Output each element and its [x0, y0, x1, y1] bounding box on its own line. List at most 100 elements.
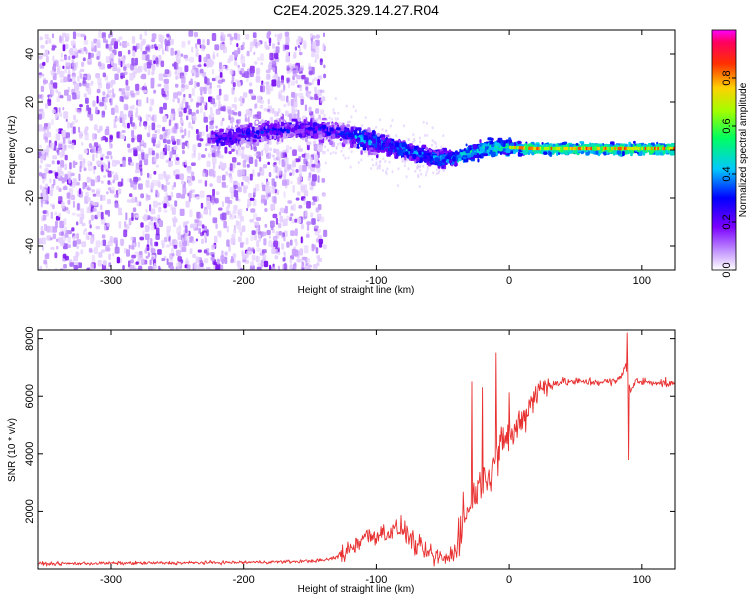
noise-speckle	[286, 67, 291, 71]
noise-speckle	[322, 43, 325, 51]
noise-speckle	[107, 187, 112, 191]
noise-speckle	[88, 187, 92, 191]
noise-speckle	[85, 191, 89, 198]
noise-speckle	[61, 130, 66, 137]
noise-speckle	[307, 177, 312, 182]
noise-speckle	[391, 170, 394, 174]
noise-speckle	[250, 208, 256, 213]
noise-speckle	[323, 32, 325, 38]
noise-speckle	[173, 182, 176, 188]
figure-title: C2E4.2025.329.14.27.R04	[273, 2, 439, 18]
noise-speckle	[256, 217, 261, 221]
noise-speckle	[89, 113, 93, 121]
noise-speckle	[65, 207, 69, 211]
signal-speckle	[401, 157, 405, 162]
noise-speckle	[140, 193, 144, 199]
noise-speckle	[179, 173, 184, 180]
noise-speckle	[38, 72, 43, 76]
noise-speckle	[91, 189, 95, 193]
noise-speckle	[299, 84, 303, 92]
noise-speckle	[311, 52, 316, 58]
noise-speckle	[49, 237, 53, 241]
noise-speckle	[216, 258, 220, 265]
noise-speckle	[226, 239, 230, 247]
noise-speckle	[71, 62, 75, 67]
noise-speckle	[349, 165, 352, 169]
noise-speckle	[66, 94, 72, 102]
noise-speckle	[137, 134, 142, 143]
noise-speckle	[173, 145, 178, 150]
noise-speckle	[277, 108, 281, 114]
noise-speckle	[419, 164, 422, 168]
noise-speckle	[149, 106, 153, 112]
noise-speckle	[149, 45, 154, 49]
noise-speckle	[298, 205, 303, 209]
noise-speckle	[256, 266, 262, 270]
noise-speckle	[265, 192, 269, 200]
noise-speckle	[130, 64, 135, 71]
noise-speckle	[285, 179, 290, 186]
noise-speckle	[272, 107, 275, 114]
noise-speckle	[260, 53, 264, 61]
noise-speckle	[69, 162, 72, 170]
noise-speckle	[51, 160, 55, 165]
noise-speckle	[315, 207, 320, 213]
noise-speckle	[206, 133, 209, 138]
noise-speckle	[112, 63, 117, 72]
noise-speckle	[168, 163, 172, 168]
noise-speckle	[200, 202, 204, 209]
noise-speckle	[290, 205, 294, 211]
noise-speckle	[104, 210, 109, 215]
noise-speckle	[103, 224, 107, 231]
noise-speckle	[200, 106, 203, 114]
noise-speckle	[232, 157, 237, 163]
noise-speckle	[244, 176, 250, 182]
noise-speckle	[199, 213, 202, 219]
noise-speckle	[197, 64, 202, 68]
noise-speckle	[196, 82, 200, 87]
noise-speckle	[312, 174, 317, 182]
noise-speckle	[102, 260, 107, 266]
noise-speckle	[197, 38, 201, 45]
noise-speckle	[315, 238, 319, 243]
noise-speckle	[360, 158, 363, 162]
noise-speckle	[131, 114, 134, 122]
noise-speckle	[107, 170, 112, 178]
noise-speckle	[78, 82, 82, 87]
noise-speckle	[317, 79, 320, 86]
noise-speckle	[273, 74, 278, 81]
noise-speckle	[209, 207, 212, 216]
noise-speckle	[81, 241, 87, 248]
noise-speckle	[87, 235, 90, 241]
noise-speckle	[157, 44, 161, 51]
noise-speckle	[213, 170, 216, 178]
signal-speckle	[220, 141, 226, 146]
noise-speckle	[158, 54, 162, 62]
noise-speckle	[41, 73, 45, 77]
noise-speckle	[425, 173, 428, 177]
noise-speckle	[309, 186, 314, 191]
noise-speckle	[45, 253, 50, 257]
noise-speckle	[327, 148, 329, 152]
noise-speckle	[313, 197, 318, 203]
noise-speckle	[186, 264, 191, 270]
noise-speckle	[242, 160, 247, 168]
noise-speckle	[150, 208, 156, 215]
noise-speckle	[308, 82, 312, 86]
noise-speckle	[212, 188, 215, 197]
noise-speckle	[189, 56, 194, 63]
noise-speckle	[164, 38, 167, 46]
noise-speckle	[283, 103, 287, 108]
noise-speckle	[241, 252, 246, 260]
noise-speckle	[163, 84, 169, 92]
noise-speckle	[215, 75, 218, 82]
noise-speckle	[306, 141, 312, 145]
noise-speckle	[204, 147, 208, 152]
noise-speckle	[310, 212, 314, 218]
noise-speckle	[145, 153, 149, 159]
noise-speckle	[195, 43, 198, 49]
noise-speckle	[93, 201, 98, 206]
noise-speckle	[46, 37, 51, 44]
noise-speckle	[45, 150, 49, 158]
noise-speckle	[173, 62, 179, 70]
